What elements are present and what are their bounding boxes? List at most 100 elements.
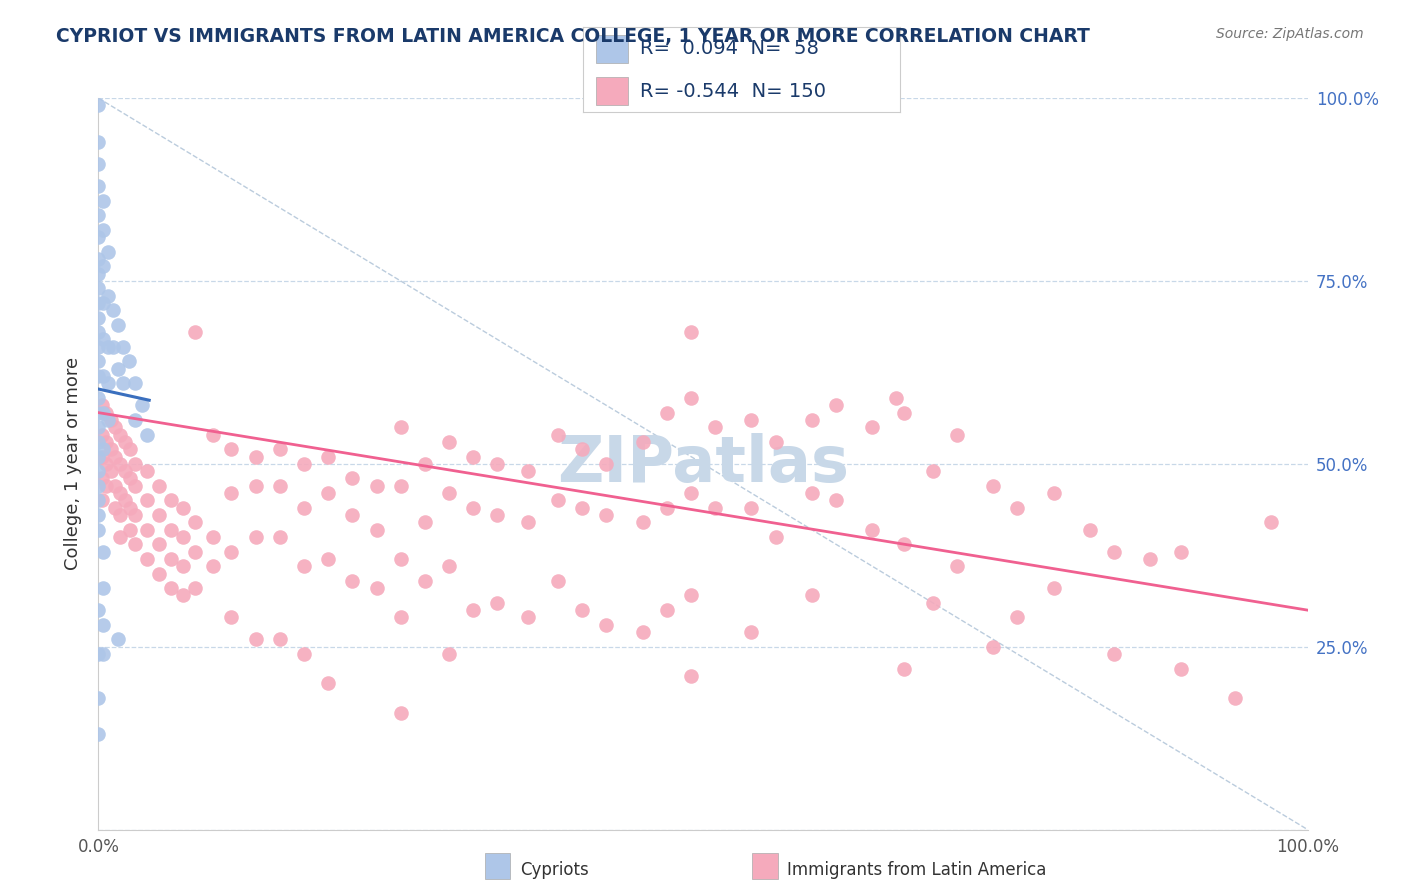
Point: [124, 508, 146, 522]
Point: [94, 434, 117, 449]
Point: [202, 559, 225, 574]
Point: [1007, 500, 1029, 515]
Point: [184, 325, 207, 339]
Point: [135, 523, 157, 537]
Point: [631, 516, 654, 530]
Point: [316, 552, 339, 566]
Point: [389, 479, 412, 493]
Point: [800, 589, 823, 603]
Point: [981, 640, 1004, 654]
FancyBboxPatch shape: [596, 77, 627, 104]
Point: [91, 581, 114, 595]
Y-axis label: College, 1 year or more: College, 1 year or more: [65, 358, 83, 570]
Point: [679, 589, 702, 603]
Point: [547, 574, 569, 588]
Text: R= -0.544  N= 150: R= -0.544 N= 150: [641, 82, 827, 101]
Point: [91, 398, 114, 412]
Point: [87, 464, 110, 478]
Point: [148, 537, 170, 551]
Point: [91, 450, 114, 464]
Point: [269, 632, 291, 647]
Point: [91, 333, 114, 347]
Point: [97, 376, 120, 391]
Point: [94, 457, 117, 471]
Point: [595, 508, 617, 522]
Point: [316, 486, 339, 500]
Point: [148, 479, 170, 493]
Point: [160, 581, 183, 595]
Point: [94, 479, 117, 493]
Point: [547, 427, 569, 442]
Point: [118, 523, 141, 537]
Point: [108, 427, 131, 442]
Point: [655, 406, 678, 420]
Point: [100, 413, 122, 427]
Point: [221, 610, 243, 624]
Point: [269, 479, 291, 493]
Point: [1139, 552, 1161, 566]
Point: [172, 530, 194, 544]
Point: [91, 260, 114, 274]
Point: [97, 244, 120, 259]
Point: [571, 603, 593, 617]
Point: [124, 376, 146, 391]
Point: [172, 500, 194, 515]
Point: [124, 413, 146, 427]
Point: [91, 544, 114, 558]
Point: [655, 500, 678, 515]
Point: [184, 544, 207, 558]
Point: [1102, 647, 1125, 661]
Point: [135, 464, 157, 478]
Point: [91, 223, 114, 237]
Point: [655, 603, 678, 617]
Point: [87, 420, 110, 434]
Text: CYPRIOT VS IMMIGRANTS FROM LATIN AMERICA COLLEGE, 1 YEAR OR MORE CORRELATION CHA: CYPRIOT VS IMMIGRANTS FROM LATIN AMERICA…: [56, 27, 1090, 45]
Point: [87, 690, 110, 705]
Point: [316, 450, 339, 464]
Point: [825, 493, 848, 508]
Point: [107, 632, 129, 647]
Point: [547, 493, 569, 508]
Point: [184, 581, 207, 595]
Point: [104, 420, 127, 434]
Point: [631, 625, 654, 640]
Point: [1007, 610, 1029, 624]
Point: [111, 340, 134, 354]
Point: [91, 369, 114, 384]
Point: [135, 493, 157, 508]
Point: [571, 500, 593, 515]
Point: [1170, 544, 1192, 558]
Point: [631, 434, 654, 449]
Point: [1042, 581, 1064, 595]
Point: [269, 530, 291, 544]
Point: [87, 252, 110, 266]
Point: [342, 471, 364, 485]
Point: [97, 413, 120, 427]
Point: [946, 559, 969, 574]
Point: [316, 676, 339, 690]
Point: [97, 340, 120, 354]
Point: [595, 617, 617, 632]
Point: [148, 566, 170, 581]
Point: [893, 662, 915, 676]
Point: [765, 530, 787, 544]
Point: [437, 486, 460, 500]
Point: [595, 457, 617, 471]
Point: [148, 508, 170, 522]
Point: [91, 427, 114, 442]
Point: [463, 500, 485, 515]
Point: [800, 413, 823, 427]
Point: [981, 479, 1004, 493]
Point: [486, 596, 509, 610]
Point: [463, 603, 485, 617]
Point: [87, 493, 110, 508]
Point: [111, 376, 134, 391]
Point: [100, 464, 122, 478]
Point: [1078, 523, 1101, 537]
Point: [292, 647, 315, 661]
Point: [87, 354, 110, 368]
Point: [202, 427, 225, 442]
Point: [107, 361, 129, 376]
Point: [87, 208, 110, 222]
Point: [1223, 690, 1246, 705]
